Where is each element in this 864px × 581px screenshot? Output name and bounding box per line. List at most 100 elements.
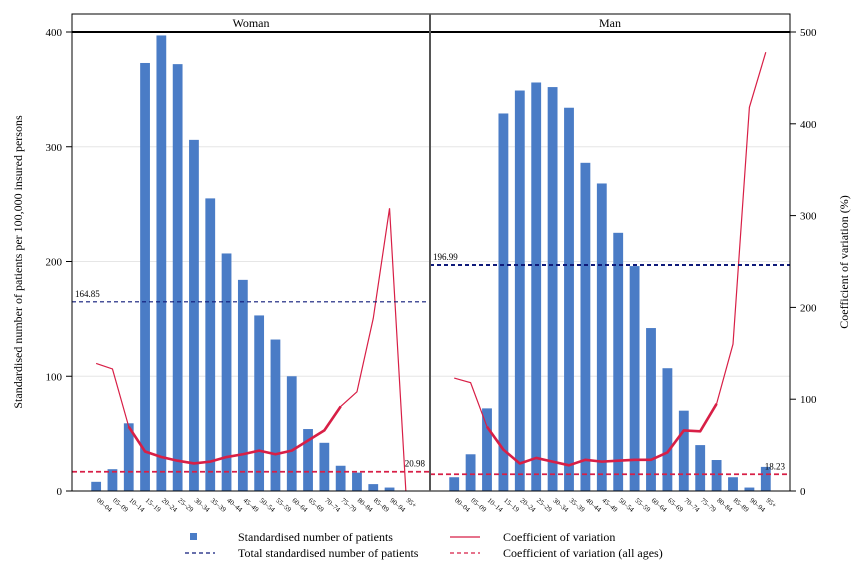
y2-tick-label: 500 — [800, 27, 817, 39]
bar — [662, 368, 673, 491]
total-label: 164.85 — [75, 289, 100, 299]
x-tick-label: 90–94 — [748, 496, 767, 514]
x-tick-label: 75–79 — [699, 496, 718, 514]
bar — [711, 460, 722, 491]
bar — [303, 429, 313, 491]
bar — [270, 339, 281, 491]
bar — [695, 445, 706, 491]
x-tick-label: 20–24 — [160, 496, 179, 514]
y2-tick-label: 300 — [800, 211, 817, 223]
panel-title: Man — [599, 16, 621, 30]
bar — [613, 232, 624, 491]
bar — [646, 328, 656, 491]
bar — [107, 469, 118, 491]
cv-thick-line — [127, 405, 342, 465]
x-tick-label: 35–39 — [568, 496, 587, 514]
y-tick-label: 400 — [46, 27, 63, 39]
bar — [498, 113, 509, 491]
bar — [368, 484, 379, 491]
x-tick-label: 50–54 — [617, 496, 636, 514]
bar — [254, 315, 265, 491]
bar — [384, 487, 395, 491]
x-tick-label: 00–04 — [95, 496, 114, 514]
bar — [678, 410, 689, 491]
bar — [760, 466, 771, 491]
x-tick-label: 40–44 — [584, 496, 603, 514]
x-tick-label: 10–14 — [127, 496, 146, 514]
bar — [172, 64, 183, 491]
panel-title: Woman — [232, 16, 269, 30]
bar — [237, 279, 248, 491]
x-tick-label: 85–89 — [372, 496, 391, 514]
bar — [140, 62, 150, 492]
bar — [629, 266, 640, 491]
x-tick-label: 15–19 — [144, 496, 163, 514]
x-tick-label: 10–14 — [486, 496, 505, 514]
legend-label: Total standardised number of patients — [238, 546, 419, 560]
x-tick-label: 60–64 — [290, 496, 309, 514]
bar — [189, 139, 199, 492]
bar — [728, 477, 738, 491]
x-tick-label: 70–74 — [323, 496, 342, 514]
x-tick-label: 70–74 — [683, 496, 702, 514]
x-tick-label: 75–79 — [339, 496, 358, 514]
x-tick-label: 85–89 — [732, 496, 751, 514]
x-tick-label: 50–54 — [258, 496, 277, 514]
bar — [547, 87, 558, 491]
x-tick-label: 65–69 — [666, 496, 685, 514]
x-tick-label: 00–04 — [453, 496, 472, 514]
cv-all-label: 20.98 — [405, 459, 426, 469]
bar — [335, 465, 346, 491]
bar — [123, 423, 134, 491]
bar — [156, 35, 167, 491]
y-axis-title: Standardised number of patients per 100,… — [11, 115, 25, 409]
x-tick-label: 45–49 — [242, 496, 261, 514]
legend-label: Coefficient of variation — [503, 530, 615, 544]
bar — [205, 198, 216, 491]
y2-tick-label: 0 — [800, 486, 806, 498]
bar — [352, 472, 362, 491]
x-tick-label: 80–84 — [715, 496, 734, 514]
x-tick-label: 90–94 — [388, 496, 407, 514]
cv-thick-line — [485, 403, 718, 467]
bar — [564, 107, 574, 492]
bar — [531, 82, 542, 492]
x-tick-label: 65–69 — [307, 496, 326, 514]
y2-axis-title: Coefficient of variation (%) — [837, 195, 851, 328]
bar — [744, 487, 755, 491]
bar — [449, 477, 460, 491]
y-tick-label: 300 — [46, 142, 63, 154]
x-tick-label: 05–09 — [469, 496, 488, 514]
legend-label: Coefficient of variation (all ages) — [503, 546, 663, 560]
bar — [596, 183, 607, 491]
legend-bar-swatch — [190, 533, 197, 540]
x-tick-label: 05–09 — [111, 496, 130, 514]
legend-label: Standardised number of patients — [238, 530, 393, 544]
x-tick-label: 30–34 — [551, 496, 570, 514]
x-tick-label: 80–84 — [356, 496, 375, 514]
y2-tick-label: 100 — [800, 394, 817, 406]
x-tick-label: 15–19 — [502, 496, 521, 514]
bar — [286, 376, 297, 491]
bar — [319, 442, 330, 491]
bar — [580, 162, 591, 491]
y-tick-label: 200 — [46, 257, 63, 269]
x-tick-label: 60–64 — [650, 496, 669, 514]
x-tick-label: 55–59 — [633, 496, 652, 514]
bar — [482, 408, 492, 491]
x-tick-label: 25–29 — [176, 496, 195, 514]
y2-tick-label: 400 — [800, 119, 817, 131]
y2-tick-label: 200 — [800, 302, 817, 314]
x-tick-label: 25–29 — [535, 496, 554, 514]
y-tick-label: 100 — [46, 371, 63, 383]
bar — [514, 90, 525, 492]
total-label: 196.99 — [433, 252, 458, 262]
x-tick-label: 55–59 — [274, 496, 293, 514]
bar — [465, 454, 476, 491]
x-tick-label: 40–44 — [225, 496, 244, 514]
x-tick-label: 30–34 — [193, 496, 212, 514]
x-tick-label: 45–49 — [601, 496, 620, 514]
x-tick-label: 35–39 — [209, 496, 228, 514]
